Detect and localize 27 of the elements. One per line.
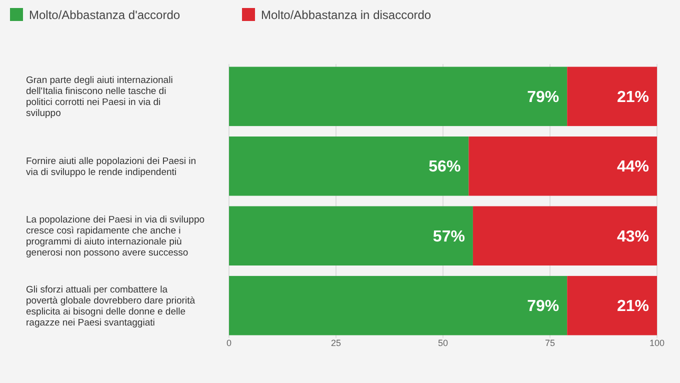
x-tick-label: 50 (438, 338, 448, 348)
data-label: 21% (616, 89, 649, 106)
bar (229, 66, 568, 126)
x-tick-label: 100 (649, 338, 665, 348)
x-tick-label: 0 (226, 338, 232, 348)
bar (472, 206, 657, 266)
bar (229, 276, 568, 336)
bar (468, 136, 657, 196)
x-tick-label: 25 (330, 338, 342, 348)
data-label: 79% (527, 89, 560, 106)
legend-label: Molto/Abbastanza in disaccordo (261, 8, 432, 22)
bar (567, 276, 657, 336)
data-label: 43% (616, 228, 649, 246)
data-label: 44% (616, 158, 649, 176)
bar (567, 66, 657, 126)
bar (229, 206, 473, 266)
y-tick-label: La popolazione dei Paesi in via di sviluppo cresce così rapidamente che anche i programmi di aiuto internazionale più generosi non possono avere successo (26, 214, 205, 259)
data-label: 57% (432, 228, 465, 246)
data-label: 21% (616, 298, 649, 316)
legend-label: Molto/Abbastanza d'accordo (29, 8, 180, 22)
data-label: 56% (428, 158, 461, 176)
y-tick-label: Gran parte degli aiuti internazionali dell'Italia finiscono nelle tasche di politici corrotti nei Paesi in via di sviluppo (26, 75, 173, 120)
bar (229, 136, 469, 196)
y-tick-label: Fornire aiuti alle popolazioni dei Paesi in via di sviluppo le rende indipendenti (26, 156, 196, 178)
y-tick-label: Gli sforzi attuali per combattere la povertà globale dovrebbero dare priorità esplicita ai bisogni delle donne e delle ragazze nei Paesi svantaggiati (26, 284, 196, 328)
x-tick-label: 75 (544, 338, 556, 348)
data-label: 79% (527, 298, 560, 316)
